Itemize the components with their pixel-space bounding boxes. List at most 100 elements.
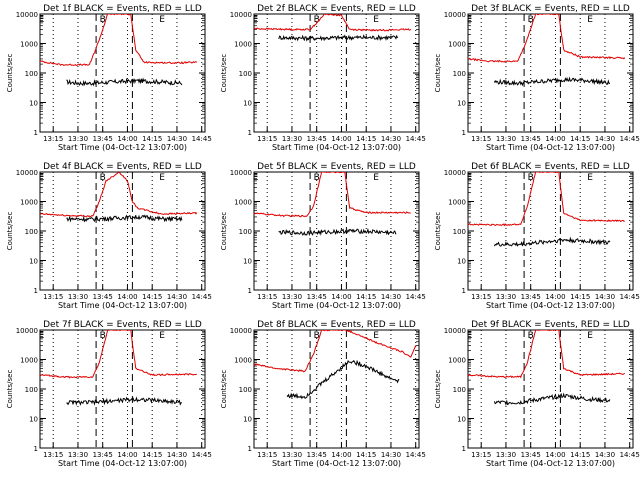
chart-title: Det 8f BLACK = Events, RED = LLD: [257, 320, 416, 330]
y-axis-label: Counts/sec: [6, 212, 14, 251]
x-tick-label: 14:00: [117, 293, 137, 301]
event-marker-label: E: [159, 331, 165, 341]
x-tick-label: 14:45: [620, 451, 640, 459]
x-tick-label: 14:30: [381, 293, 401, 301]
x-tick-label: 14:45: [192, 293, 212, 301]
x-tick-label: 14:15: [142, 135, 162, 143]
chart-title: Det 2f BLACK = Events, RED = LLD: [257, 4, 416, 14]
event-marker-label: E: [587, 15, 593, 25]
x-tick-label: 14:45: [406, 451, 426, 459]
y-tick-label: 1: [34, 287, 38, 295]
x-tick-label: 14:00: [331, 451, 351, 459]
x-tick-label: 14:30: [381, 451, 401, 459]
y-tick-label: 1: [248, 445, 252, 453]
events-series-line: [278, 34, 399, 42]
y-axis-label: Counts/sec: [434, 212, 442, 251]
x-tick-label: 13:45: [307, 451, 327, 459]
x-tick-label: 13:30: [496, 451, 516, 459]
y-tick-label: 100: [25, 228, 38, 236]
x-tick-label: 14:00: [545, 293, 565, 301]
x-tick-label: 14:15: [356, 293, 376, 301]
event-marker-label: E: [467, 173, 473, 183]
x-tick-label: 14:15: [570, 293, 590, 301]
events-series-line: [66, 396, 183, 406]
y-tick-label: 100: [239, 386, 252, 394]
event-marker-label: E: [253, 173, 259, 183]
plot-frame: [39, 329, 206, 449]
event-marker-label: E: [253, 331, 259, 341]
y-tick-label: 10000: [16, 11, 38, 19]
chart-panel: Det 2f BLACK = Events, RED = LLD 1 10 100 10…: [220, 4, 426, 152]
event-marker-label: E: [587, 173, 593, 183]
x-tick-label: 14:30: [381, 135, 401, 143]
chart-title: Det 5f BLACK = Events, RED = LLD: [257, 162, 416, 172]
y-axis-label: Counts/sec: [6, 370, 14, 409]
x-tick-label: 13:15: [43, 451, 63, 459]
x-tick-label: 13:45: [521, 135, 541, 143]
events-series-line: [286, 359, 400, 400]
y-tick-label: 10: [243, 100, 252, 108]
y-tick-label: 10: [29, 416, 38, 424]
y-axis-label: Counts/sec: [6, 54, 14, 93]
events-series-line: [66, 214, 183, 223]
y-tick-label: 10: [243, 416, 252, 424]
y-tick-label: 1000: [20, 199, 38, 207]
x-tick-label: 14:00: [117, 135, 137, 143]
x-tick-label: 13:30: [282, 293, 302, 301]
x-tick-label: 13:15: [257, 293, 277, 301]
y-tick-label: 10: [457, 416, 466, 424]
x-tick-label: 14:30: [595, 293, 615, 301]
x-axis-label: Start Time (04-Oct-12 13:07:00): [272, 143, 401, 152]
x-tick-label: 14:45: [620, 293, 640, 301]
y-tick-label: 10: [457, 258, 466, 266]
events-series-line: [493, 236, 611, 247]
chart-panel: Det 4f BLACK = Events, RED = LLD 1 10 100 10…: [6, 162, 212, 310]
y-tick-label: 10000: [444, 327, 466, 335]
x-tick-label: 14:45: [620, 135, 640, 143]
y-tick-label: 10000: [444, 11, 466, 19]
y-tick-label: 10000: [444, 169, 466, 177]
lld-series-line: [254, 14, 412, 32]
x-tick-label: 13:30: [282, 135, 302, 143]
y-axis-label: Counts/sec: [434, 54, 442, 93]
y-tick-label: 1: [248, 287, 252, 295]
x-tick-label: 13:45: [307, 293, 327, 301]
y-tick-label: 10000: [16, 169, 38, 177]
chart-panel: Det 7f BLACK = Events, RED = LLD 1 10 100 10…: [6, 320, 212, 468]
event-marker-label: E: [39, 173, 45, 183]
plot-frame: [253, 329, 420, 449]
x-tick-label: 13:15: [471, 451, 491, 459]
x-axis-label: Start Time (04-Oct-12 13:07:00): [486, 143, 615, 152]
y-tick-label: 1000: [448, 357, 466, 365]
y-axis-label: Counts/sec: [434, 370, 442, 409]
x-axis-label: Start Time (04-Oct-12 13:07:00): [272, 301, 401, 310]
events-series-line: [493, 76, 611, 87]
event-marker-label: E: [467, 15, 473, 25]
y-tick-label: 10000: [230, 11, 252, 19]
y-tick-label: 1000: [234, 199, 252, 207]
x-axis-label: Start Time (04-Oct-12 13:07:00): [58, 143, 187, 152]
event-marker-label: B: [100, 15, 106, 25]
x-tick-label: 14:45: [406, 293, 426, 301]
y-tick-label: 1000: [20, 357, 38, 365]
x-tick-label: 14:45: [406, 135, 426, 143]
lld-series-line: [468, 14, 626, 63]
x-tick-label: 13:15: [257, 135, 277, 143]
x-tick-label: 13:45: [93, 135, 113, 143]
y-tick-label: 1: [462, 287, 466, 295]
x-tick-label: 13:15: [43, 293, 63, 301]
x-tick-label: 14:30: [595, 135, 615, 143]
events-series-line: [278, 227, 397, 237]
x-tick-label: 13:30: [282, 451, 302, 459]
x-axis-label: Start Time (04-Oct-12 13:07:00): [486, 459, 615, 468]
event-marker-label: B: [100, 331, 106, 341]
x-tick-label: 14:15: [356, 135, 376, 143]
y-tick-label: 10000: [230, 327, 252, 335]
chart-panel: Det 8f BLACK = Events, RED = LLD 1 10 100 10…: [220, 320, 426, 468]
y-axis-label: Counts/sec: [220, 212, 228, 251]
x-tick-label: 14:45: [192, 135, 212, 143]
event-marker-label: B: [100, 173, 106, 183]
x-tick-label: 14:30: [167, 451, 187, 459]
x-axis-label: Start Time (04-Oct-12 13:07:00): [272, 459, 401, 468]
event-marker-label: E: [253, 15, 259, 25]
